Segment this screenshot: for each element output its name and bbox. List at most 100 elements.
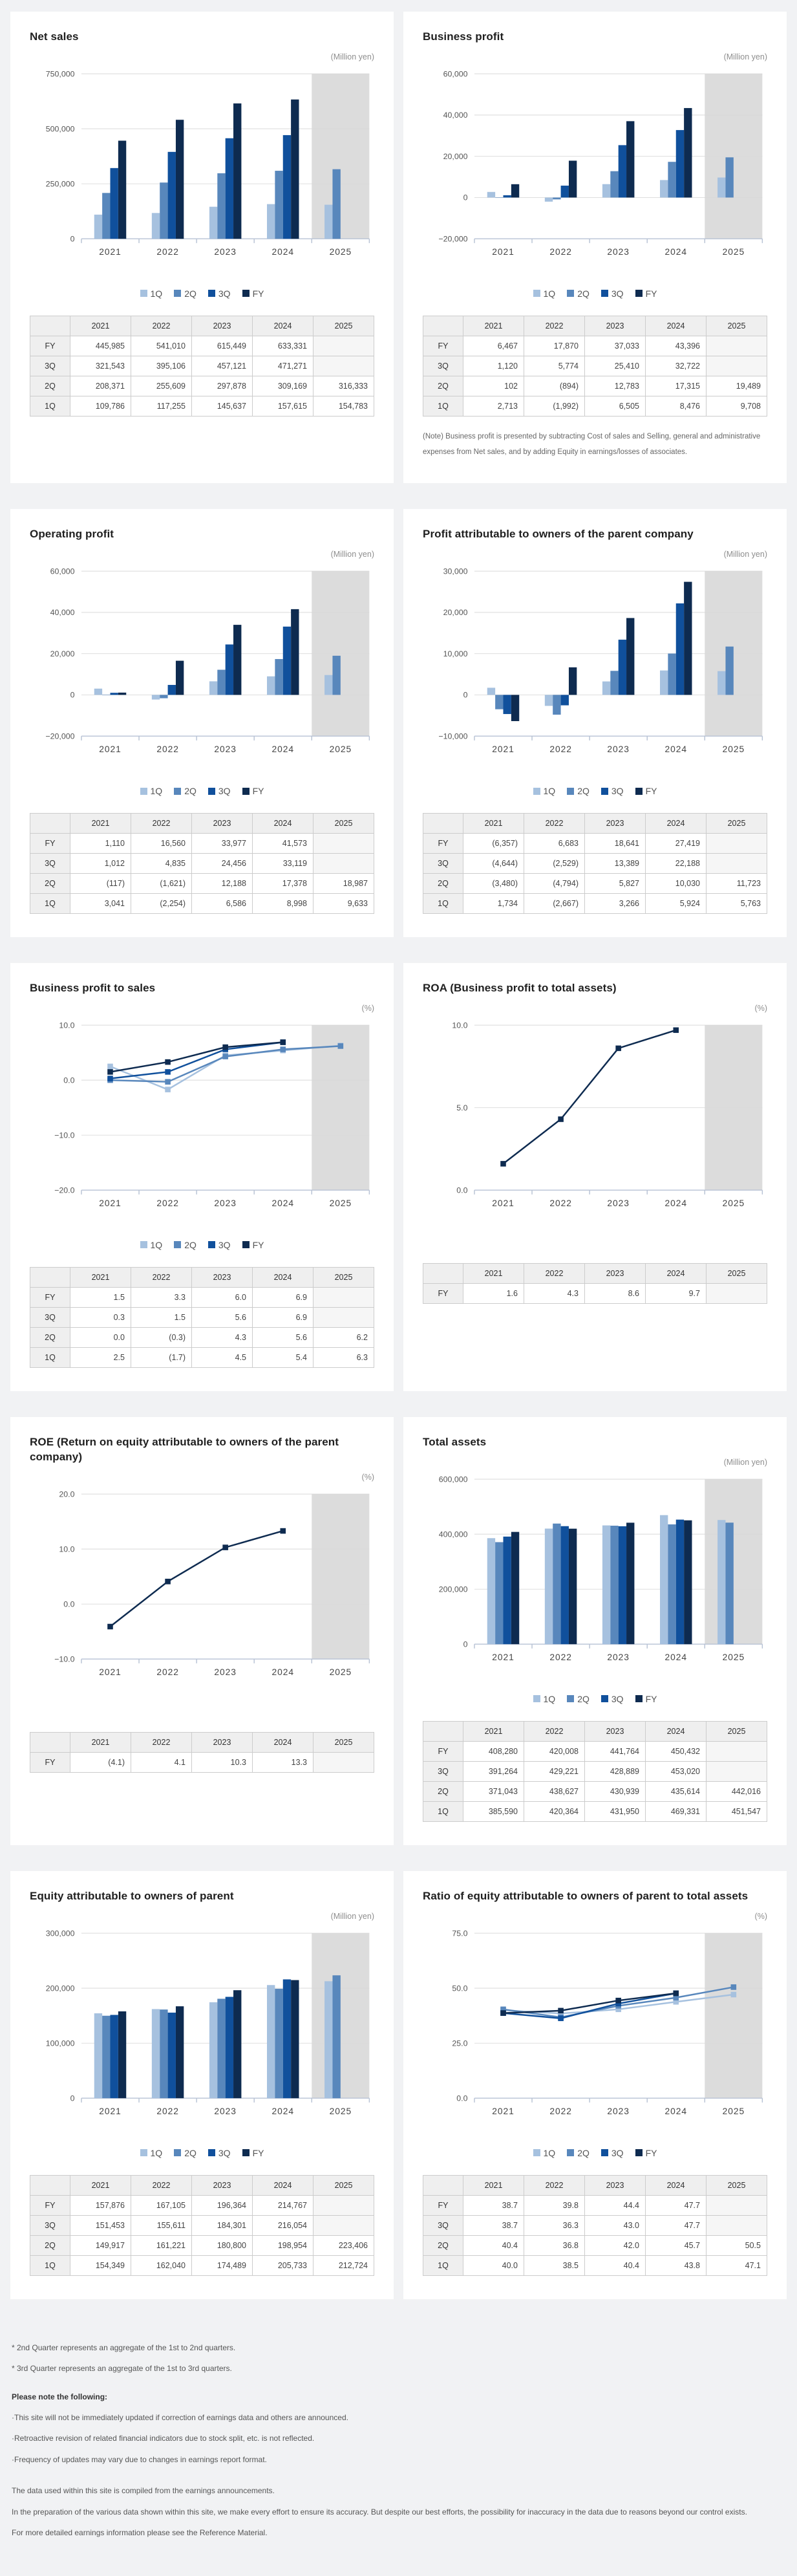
table-cell: 1,012 [70, 853, 131, 874]
legend-swatch [242, 1241, 250, 1249]
table-header-row: 2021 2022 2023 2024 2025 [30, 2174, 374, 2196]
series-FY [500, 1990, 679, 2016]
series-FY [107, 1528, 286, 1630]
legend-label: 1Q [543, 288, 556, 299]
table-cell: 3,266 [584, 893, 646, 915]
svg-text:5.0: 5.0 [456, 1103, 467, 1112]
legend-item-fy: FY [242, 786, 264, 796]
svg-text:−20,000: −20,000 [45, 731, 74, 741]
table-year-header: 2022 [131, 2174, 192, 2196]
legend-item-fy: FY [242, 2148, 264, 2158]
svg-text:2023: 2023 [214, 744, 237, 754]
table-cell [706, 2214, 767, 2236]
table-cell: 6.2 [313, 1326, 374, 1348]
legend-swatch [174, 2149, 182, 2157]
table-row: FY 157,876 167,105 196,364 214,767 [30, 2194, 374, 2216]
table-row: 1Q 1,734 (2,667) 3,266 5,924 5,763 [423, 893, 767, 915]
legend-label: FY [645, 288, 657, 299]
svg-text:0.0: 0.0 [63, 1076, 74, 1085]
net-sales-table: 2021 2022 2023 2024 2025 FY 445,985 541,010 615,… [30, 315, 374, 417]
series-3Q [107, 1039, 286, 1081]
svg-text:0.0: 0.0 [456, 1185, 467, 1195]
table-year-header: 2021 [70, 813, 131, 834]
data-table: 2021 2022 2023 2024 2025 FY 1.5 3.3 6.0 6.9 3Q 0.3 1… [30, 1266, 374, 1368]
legend-label: 1Q [543, 786, 556, 797]
row-label: FY [30, 2194, 70, 2216]
panel-equity: Equity attributable to owners of parent … [10, 1870, 394, 2299]
svg-text:2025: 2025 [723, 744, 745, 754]
panel-profit-attributable: Profit attributable to owners of the par… [403, 509, 787, 938]
data-table: 2021 2022 2023 2024 2025 FY 1.6 4.3 8.6 9.7 [423, 1262, 767, 1304]
svg-text:2023: 2023 [607, 1652, 630, 1662]
axis-unit-label: (Million yen) [330, 52, 374, 61]
row-label: FY [30, 1286, 70, 1308]
table-cell: (2,529) [524, 853, 585, 874]
table-year-header: 2024 [252, 315, 313, 336]
svg-text:2021: 2021 [492, 2106, 514, 2116]
table-cell: 37,033 [584, 335, 646, 356]
table-row: FY 1.5 3.3 6.0 6.9 [30, 1286, 374, 1308]
table-year-header: 2023 [584, 1262, 646, 1284]
table-year-header: 2023 [191, 315, 253, 336]
row-label: 2Q [30, 2235, 70, 2256]
table-cell [313, 1751, 374, 1773]
legend-label: 2Q [184, 2147, 197, 2158]
series-2Q [495, 157, 734, 200]
panel-title: Equity attributable to owners of parent [30, 1889, 234, 1902]
svg-text:2021: 2021 [99, 2106, 122, 2116]
table-cell: 2.5 [70, 1347, 131, 1368]
table-year-header: 2022 [131, 1731, 192, 1753]
legend-label: FY [252, 786, 264, 797]
axis-unit-label: (%) [361, 1003, 374, 1013]
table-cell: 420,364 [524, 1801, 585, 1822]
svg-text:60,000: 60,000 [50, 567, 75, 576]
svg-text:10,000: 10,000 [443, 649, 468, 658]
chart-legend: 1Q 2Q 3Q FY [30, 1240, 374, 1250]
table-corner-cell [30, 1731, 70, 1753]
table-cell [313, 2194, 374, 2216]
row-label: 1Q [30, 1347, 70, 1368]
axis-unit-label: (Million yen) [723, 550, 767, 559]
chart-svg: 10.0 0.0 −10.0 −20.0 2021 2022 2023 2024 2025 [54, 1021, 370, 1208]
table-cell: 445,985 [70, 335, 131, 356]
row-label: 1Q [30, 395, 70, 417]
table-year-header: 2024 [252, 2174, 313, 2196]
chart-legend: 1Q 2Q 3Q FY [423, 786, 767, 796]
table-row: 3Q 0.3 1.5 5.6 6.9 [30, 1306, 374, 1328]
series-1Q [487, 670, 726, 706]
chart-legend: 1Q 2Q 3Q FY [30, 288, 374, 299]
table-cell: 391,264 [463, 1760, 524, 1782]
profit-attributable-chart: 30,000 20,000 10,000 0 −10,000 2021 2022 2023 20… [423, 560, 767, 777]
table-cell: 17,378 [252, 873, 313, 894]
table-cell: 420,008 [524, 1740, 585, 1762]
table-cell [313, 853, 374, 874]
table-cell: 223,406 [313, 2235, 374, 2256]
row-label: 2Q [423, 873, 463, 894]
table-cell: 17,870 [524, 335, 585, 356]
table-cell: 12,783 [584, 375, 646, 396]
table-cell: 10,030 [645, 873, 707, 894]
legend-swatch [242, 787, 250, 795]
table-cell: 5.6 [252, 1326, 313, 1348]
table-cell: 196,364 [191, 2194, 253, 2216]
table-cell: 321,543 [70, 355, 131, 376]
series-2Q [495, 646, 734, 715]
svg-text:2023: 2023 [607, 2106, 630, 2116]
table-cell: 32,722 [645, 355, 707, 376]
table-cell [706, 2194, 767, 2216]
table-cell: 451,547 [706, 1801, 767, 1822]
table-cell [706, 833, 767, 854]
table-cell [706, 1760, 767, 1782]
table-year-header: 2025 [706, 813, 767, 834]
table-corner-cell [423, 315, 463, 336]
svg-text:600,000: 600,000 [439, 1475, 468, 1484]
table-cell: 19,489 [706, 375, 767, 396]
table-year-header: 2022 [524, 2174, 585, 2196]
axis-unit-label: (Million yen) [330, 550, 374, 559]
table-cell: 145,637 [191, 395, 253, 417]
panel-title: Operating profit [30, 528, 114, 541]
table-cell: 13.3 [252, 1751, 313, 1773]
table-cell: 1,120 [463, 355, 524, 376]
table-cell: 47.7 [645, 2214, 707, 2236]
